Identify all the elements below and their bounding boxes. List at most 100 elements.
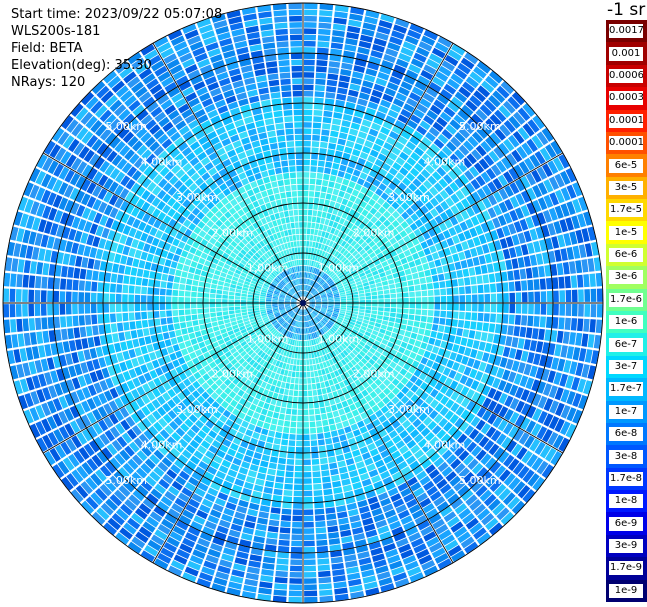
range-gate <box>248 374 255 382</box>
range-gate <box>361 209 369 217</box>
range-gate <box>126 380 136 391</box>
range-gate <box>457 109 470 121</box>
range-gate <box>453 68 468 80</box>
range-gate <box>109 426 121 438</box>
range-gate <box>126 340 134 350</box>
range-gate <box>578 348 587 362</box>
range-gate <box>259 366 266 373</box>
range-gate <box>387 109 399 119</box>
range-gate <box>65 379 75 392</box>
range-gate <box>465 377 474 388</box>
range-gate <box>179 372 188 381</box>
range-gate <box>437 150 448 161</box>
range-gate <box>138 221 147 232</box>
range-gate <box>210 312 217 318</box>
range-gate <box>502 248 511 260</box>
range-gate <box>178 492 190 503</box>
range-gate <box>332 188 340 196</box>
range-gate <box>383 54 396 64</box>
range-gate <box>103 293 110 303</box>
range-gate <box>296 428 303 434</box>
range-gate <box>543 398 554 412</box>
range-gate <box>322 205 329 212</box>
range-gate <box>304 309 307 315</box>
range-gate <box>303 422 310 428</box>
range-gate <box>334 279 341 284</box>
range-gate <box>322 419 329 426</box>
range-gate <box>286 458 295 465</box>
range-gate <box>581 259 589 273</box>
range-gate <box>314 261 319 268</box>
range-gate <box>285 382 290 389</box>
range-gate <box>383 387 391 396</box>
range-gate <box>226 535 239 544</box>
range-gate <box>341 387 348 394</box>
range-gate <box>593 257 601 272</box>
range-gate <box>447 78 460 90</box>
range-gate <box>158 257 166 266</box>
range-gate <box>486 375 495 386</box>
range-gate <box>255 446 264 454</box>
range-gate <box>443 106 456 118</box>
range-gate <box>465 312 472 320</box>
range-gate <box>253 484 264 492</box>
range-gate <box>371 344 379 351</box>
range-gate <box>52 464 65 479</box>
range-gate <box>474 266 482 275</box>
range-gate <box>488 498 501 511</box>
range-gate <box>429 197 439 207</box>
range-gate <box>143 353 151 363</box>
range-gate <box>280 368 285 375</box>
range-gate <box>29 407 40 422</box>
range-gate <box>489 479 502 493</box>
range-gate <box>322 238 328 245</box>
range-gate <box>434 303 441 310</box>
range-gate <box>62 367 71 380</box>
range-gate <box>176 335 184 343</box>
range-gate <box>405 141 417 151</box>
range-gate <box>104 324 112 334</box>
range-gate <box>490 344 499 354</box>
range-gate <box>413 433 424 444</box>
range-gate <box>467 476 479 488</box>
range-gate <box>394 18 410 28</box>
range-gate <box>406 325 413 332</box>
range-gate <box>172 316 180 323</box>
range-gate <box>277 419 284 426</box>
range-gate <box>344 206 351 214</box>
range-gate <box>464 425 475 436</box>
range-gate <box>304 565 317 572</box>
range-gate <box>279 527 291 534</box>
range-gate <box>420 256 428 264</box>
range-gate <box>391 420 401 429</box>
range-gate <box>447 545 462 557</box>
range-gate <box>112 333 120 343</box>
range-gate <box>350 240 357 247</box>
range-gate <box>423 565 438 577</box>
range-gate <box>309 241 313 248</box>
range-gate <box>340 366 347 373</box>
range-gate <box>425 447 436 458</box>
range-gate <box>390 348 398 356</box>
range-gate <box>172 395 181 405</box>
range-gate <box>443 488 456 500</box>
range-gate <box>17 333 25 347</box>
range-gate <box>391 378 400 387</box>
range-gate <box>313 496 324 503</box>
range-gate <box>535 341 544 353</box>
range-gate <box>496 367 505 379</box>
range-gate <box>293 390 299 397</box>
range-gate <box>446 311 453 319</box>
range-gate <box>92 171 103 184</box>
range-gate <box>379 65 392 75</box>
range-gate <box>449 153 461 165</box>
range-gate <box>359 272 366 278</box>
range-gate <box>187 560 202 571</box>
range-gate <box>531 135 544 149</box>
range-gate <box>507 371 517 383</box>
range-gate <box>178 303 184 310</box>
range-gate <box>227 330 234 336</box>
range-gate <box>438 529 452 541</box>
range-gate <box>152 185 162 196</box>
range-gate <box>442 333 450 342</box>
